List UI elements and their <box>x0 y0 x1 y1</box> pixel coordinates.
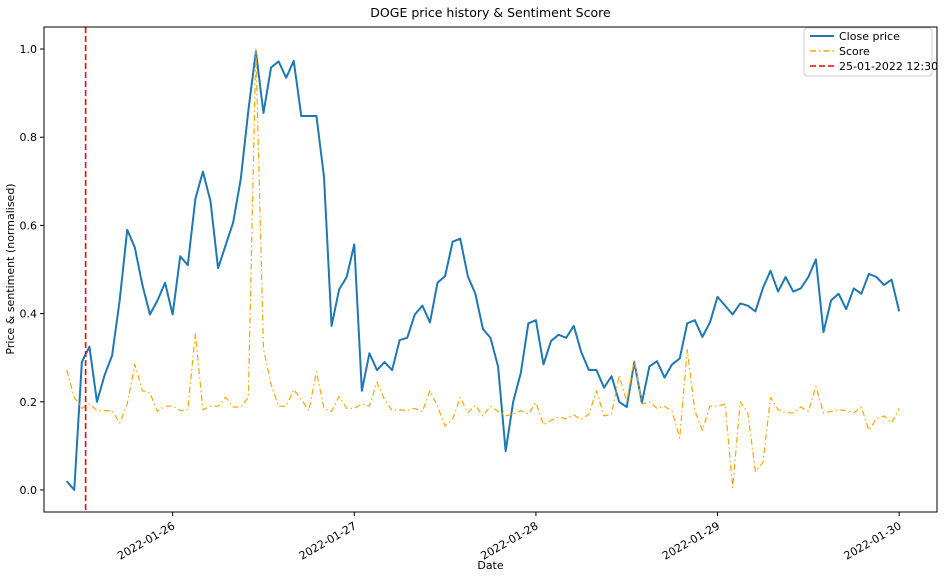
y-tick-label: 1.0 <box>20 43 38 56</box>
y-axis: 0.0 0.2 0.4 0.6 0.8 1.0 <box>20 43 44 497</box>
legend-label: Close price <box>839 30 900 43</box>
x-tick-label: 2022-01-26 <box>115 519 177 562</box>
series-layer <box>65 27 901 512</box>
x-axis: 2022-01-26 2022-01-27 2022-01-28 2022-01-29… <box>115 512 904 563</box>
x-tick-label: 2022-01-30 <box>842 519 904 562</box>
legend: Close price Score 25-01-2022 12:30 <box>803 27 938 77</box>
x-tick-label: 2022-01-29 <box>660 519 722 562</box>
y-tick-label: 0.4 <box>20 308 38 321</box>
y-tick-label: 0.6 <box>20 219 38 232</box>
y-axis-title: Price & sentiment (normalised) <box>4 183 17 354</box>
series-line-score <box>66 48 900 489</box>
x-tick-label: 2022-01-27 <box>297 519 359 562</box>
y-tick-label: 0.0 <box>20 484 38 497</box>
legend-label: 25-01-2022 12:30 <box>839 60 938 73</box>
legend-label: Score <box>839 45 870 58</box>
x-tick-label: 2022-01-28 <box>479 519 541 562</box>
series-line-close-price <box>65 50 901 491</box>
plot-frame <box>43 26 938 513</box>
legend-box <box>803 27 933 77</box>
chart-title: DOGE price history & Sentiment Score <box>370 5 611 20</box>
y-tick-label: 0.8 <box>20 131 38 144</box>
y-tick-label: 0.2 <box>20 396 38 409</box>
x-axis-title: Date <box>477 559 504 572</box>
